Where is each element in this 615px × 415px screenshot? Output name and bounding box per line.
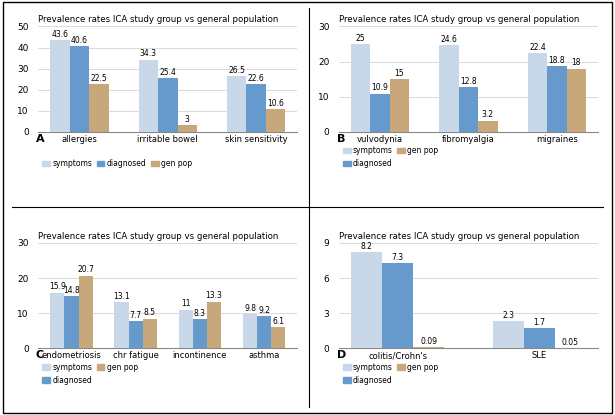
Bar: [439, 45, 459, 132]
Text: 25.4: 25.4: [159, 68, 177, 77]
Text: 20.7: 20.7: [77, 265, 94, 274]
Text: 3: 3: [184, 115, 189, 124]
Text: 22.4: 22.4: [529, 43, 546, 52]
Text: 12.8: 12.8: [460, 77, 477, 85]
Text: A: A: [36, 134, 44, 144]
Bar: [193, 319, 207, 348]
Text: 1.7: 1.7: [533, 318, 546, 327]
Text: 0.09: 0.09: [420, 337, 437, 346]
Text: 2.3: 2.3: [502, 311, 514, 320]
Text: 8.2: 8.2: [360, 242, 373, 251]
Text: 8.5: 8.5: [144, 308, 156, 317]
Bar: [390, 79, 409, 132]
Text: 22.5: 22.5: [90, 74, 107, 83]
Text: 43.6: 43.6: [52, 29, 68, 39]
Text: 7.3: 7.3: [392, 253, 403, 261]
Text: 15: 15: [395, 69, 404, 78]
Bar: [370, 93, 390, 132]
Bar: [351, 252, 382, 348]
Bar: [158, 78, 178, 132]
Bar: [178, 125, 197, 132]
Bar: [69, 46, 89, 132]
Bar: [459, 87, 478, 132]
Text: 0.05: 0.05: [562, 337, 579, 347]
Bar: [114, 303, 129, 348]
Bar: [257, 316, 271, 348]
Bar: [243, 314, 257, 348]
Text: 22.6: 22.6: [248, 74, 264, 83]
Bar: [566, 68, 586, 132]
Text: Prevalence rates ICA study group vs general population: Prevalence rates ICA study group vs gene…: [339, 15, 579, 24]
Legend: symptoms, diagnosed, gen pop: symptoms, diagnosed, gen pop: [343, 363, 438, 385]
Text: 3.2: 3.2: [482, 110, 494, 119]
Bar: [382, 263, 413, 348]
Bar: [79, 276, 93, 348]
Bar: [478, 121, 498, 132]
Legend: symptoms, diagnosed, gen pop: symptoms, diagnosed, gen pop: [42, 159, 192, 168]
Legend: symptoms, diagnosed, gen pop: symptoms, diagnosed, gen pop: [343, 146, 438, 168]
Text: Prevalence rates ICA study group vs general population: Prevalence rates ICA study group vs gene…: [39, 15, 279, 24]
Text: B: B: [336, 134, 345, 144]
Legend: symptoms, diagnosed, gen pop: symptoms, diagnosed, gen pop: [42, 363, 138, 385]
Bar: [523, 328, 555, 348]
Text: C: C: [36, 351, 44, 361]
Bar: [547, 66, 566, 132]
Bar: [65, 296, 79, 348]
Text: 7.7: 7.7: [130, 311, 141, 320]
Text: Prevalence rates ICA study group vs general population: Prevalence rates ICA study group vs gene…: [39, 232, 279, 241]
Bar: [247, 84, 266, 132]
Bar: [179, 310, 193, 348]
Bar: [129, 321, 143, 348]
Bar: [89, 84, 109, 132]
Text: 8.3: 8.3: [194, 309, 206, 318]
Text: 18.8: 18.8: [549, 56, 565, 64]
Text: 10.6: 10.6: [267, 99, 284, 108]
Bar: [138, 59, 158, 132]
Text: 11: 11: [181, 300, 191, 308]
Bar: [493, 322, 523, 348]
Bar: [50, 293, 65, 348]
Text: 9.2: 9.2: [258, 306, 270, 315]
Bar: [528, 53, 547, 132]
Text: 10.9: 10.9: [371, 83, 389, 92]
Text: 40.6: 40.6: [71, 36, 88, 45]
Bar: [271, 327, 285, 348]
Text: D: D: [336, 351, 346, 361]
Bar: [50, 40, 69, 132]
Text: 15.9: 15.9: [49, 282, 66, 291]
Text: 18: 18: [571, 59, 581, 67]
Text: 14.8: 14.8: [63, 286, 80, 295]
Bar: [413, 347, 445, 348]
Text: 6.1: 6.1: [272, 317, 284, 326]
Bar: [207, 302, 221, 348]
Text: 13.1: 13.1: [113, 292, 130, 301]
Text: 24.6: 24.6: [440, 35, 458, 44]
Bar: [227, 76, 247, 132]
Bar: [143, 318, 157, 348]
Text: 25: 25: [356, 34, 365, 43]
Bar: [351, 44, 370, 132]
Bar: [266, 110, 285, 132]
Text: 34.3: 34.3: [140, 49, 157, 58]
Text: 13.3: 13.3: [205, 291, 223, 300]
Text: 9.8: 9.8: [244, 304, 256, 312]
Text: Prevalence rates ICA study group vs general population: Prevalence rates ICA study group vs gene…: [339, 232, 579, 241]
Text: 26.5: 26.5: [228, 66, 245, 75]
